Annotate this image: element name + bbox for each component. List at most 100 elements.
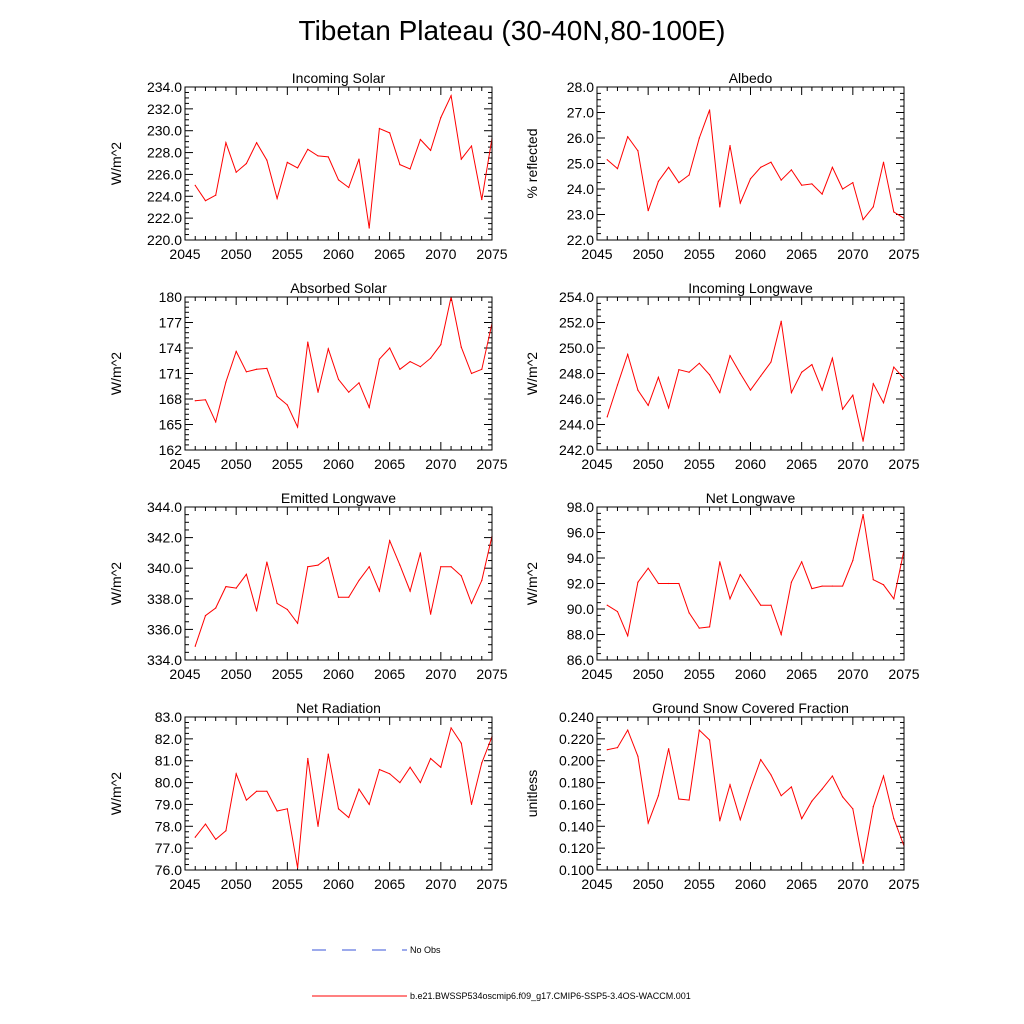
data-point (882, 402, 885, 404)
x-tick-label: 2045 (169, 456, 200, 472)
panel-title: Incoming Solar (292, 70, 386, 86)
data-point (616, 168, 619, 170)
panel-title: Albedo (729, 70, 773, 86)
panel-title: Ground Snow Covered Fraction (652, 700, 849, 716)
data-point (719, 206, 721, 208)
data-point (419, 552, 421, 554)
data-point (627, 136, 629, 138)
x-tick-label: 2050 (221, 876, 252, 892)
data-point (842, 408, 844, 410)
data-point (317, 825, 319, 827)
plot-frame (184, 296, 493, 451)
legend-label-no-obs: No Obs (410, 945, 441, 955)
data-point (882, 584, 885, 586)
data-point (194, 400, 196, 402)
data-point (647, 822, 649, 824)
data-point (893, 211, 895, 213)
data-point (204, 615, 207, 617)
y-tick-label: 0.100 (559, 862, 594, 878)
series-line (606, 321, 905, 442)
data-point (419, 366, 421, 368)
data-point (409, 590, 411, 592)
data-point (358, 382, 360, 384)
data-point (440, 766, 442, 768)
y-axis-label: W/m^2 (108, 142, 124, 185)
y-tick-label: 26.0 (567, 130, 594, 146)
panel-title: Emitted Longwave (281, 490, 396, 506)
data-point (389, 347, 391, 349)
data-point (286, 608, 288, 611)
data-point (801, 371, 803, 373)
y-tick-label: 224.0 (147, 188, 182, 204)
data-point (678, 182, 680, 184)
y-axis-label: % reflected (524, 128, 540, 198)
data-point (811, 588, 813, 590)
data-point (668, 407, 670, 409)
data-point (657, 582, 660, 585)
plot-frame (184, 86, 493, 241)
data-point (657, 795, 660, 797)
data-point (739, 819, 741, 821)
data-point (770, 161, 772, 163)
data-point (842, 796, 844, 798)
data-point (872, 383, 874, 385)
data-point (327, 753, 329, 755)
data-point (296, 622, 299, 624)
x-tick-label: 2050 (633, 456, 664, 472)
x-tick-label: 2050 (633, 876, 664, 892)
data-point (460, 158, 462, 160)
data-point (225, 142, 227, 144)
data-point (668, 582, 670, 585)
y-tick-label: 174 (159, 340, 183, 356)
y-tick-label: 0.160 (559, 796, 594, 812)
x-tick-label: 2070 (425, 666, 456, 682)
plot-frame (596, 716, 905, 871)
data-point (749, 389, 752, 391)
x-tick-label: 2070 (837, 876, 868, 892)
data-point (276, 810, 278, 812)
plot-frame (184, 716, 493, 871)
data-point (657, 376, 660, 378)
y-tick-label: 342.0 (147, 530, 182, 546)
x-tick-label: 2060 (735, 876, 766, 892)
legend-label-model: b.e21.BWSSP534oscmip6.f09_g17.CMIP6-SSP5… (410, 991, 691, 1001)
data-point (337, 808, 340, 810)
y-tick-label: 336.0 (147, 621, 182, 637)
panel-title: Net Radiation (296, 700, 381, 716)
data-point (657, 180, 660, 182)
panel-incoming-longwave: Incoming Longwave 242.0 244.0 246.0 248.0 250… (524, 280, 920, 472)
y-tick-label: 0.140 (559, 818, 594, 834)
data-point (698, 729, 700, 731)
data-point (215, 421, 217, 423)
y-tick-label: 254.0 (559, 289, 594, 305)
x-tick-label: 2050 (221, 666, 252, 682)
series-line (606, 109, 905, 221)
series-line (194, 94, 493, 229)
data-point (760, 166, 762, 168)
data-point (266, 367, 268, 369)
y-tick-label: 226.0 (147, 166, 182, 182)
y-tick-label: 222.0 (147, 210, 182, 226)
data-point (811, 183, 813, 185)
data-point (698, 137, 700, 139)
data-point (368, 803, 370, 806)
data-point (770, 774, 772, 776)
y-tick-label: 0.220 (559, 731, 594, 747)
y-tick-label: 250.0 (559, 340, 594, 356)
data-point (327, 348, 329, 350)
data-point (460, 575, 462, 577)
x-tick-label: 2060 (735, 246, 766, 262)
data-point (378, 590, 381, 592)
data-point (470, 372, 473, 375)
data-point (215, 194, 217, 196)
panel-net-radiation: Net Radiation 76.0 77.0 78.0 79.0 80.0 81.0 82.… (108, 700, 508, 892)
y-tick-label: 24.0 (567, 181, 594, 197)
data-point (389, 132, 391, 134)
data-point (790, 392, 793, 394)
x-tick-label: 2055 (272, 876, 303, 892)
x-tick-label: 2075 (476, 666, 507, 682)
panel-incoming-solar: Incoming Solar 220.0 222.0 224.0 226.0 228.0 2… (108, 70, 508, 262)
data-point (399, 564, 401, 566)
data-point (647, 404, 649, 406)
y-tick-label: 90.0 (567, 601, 594, 617)
